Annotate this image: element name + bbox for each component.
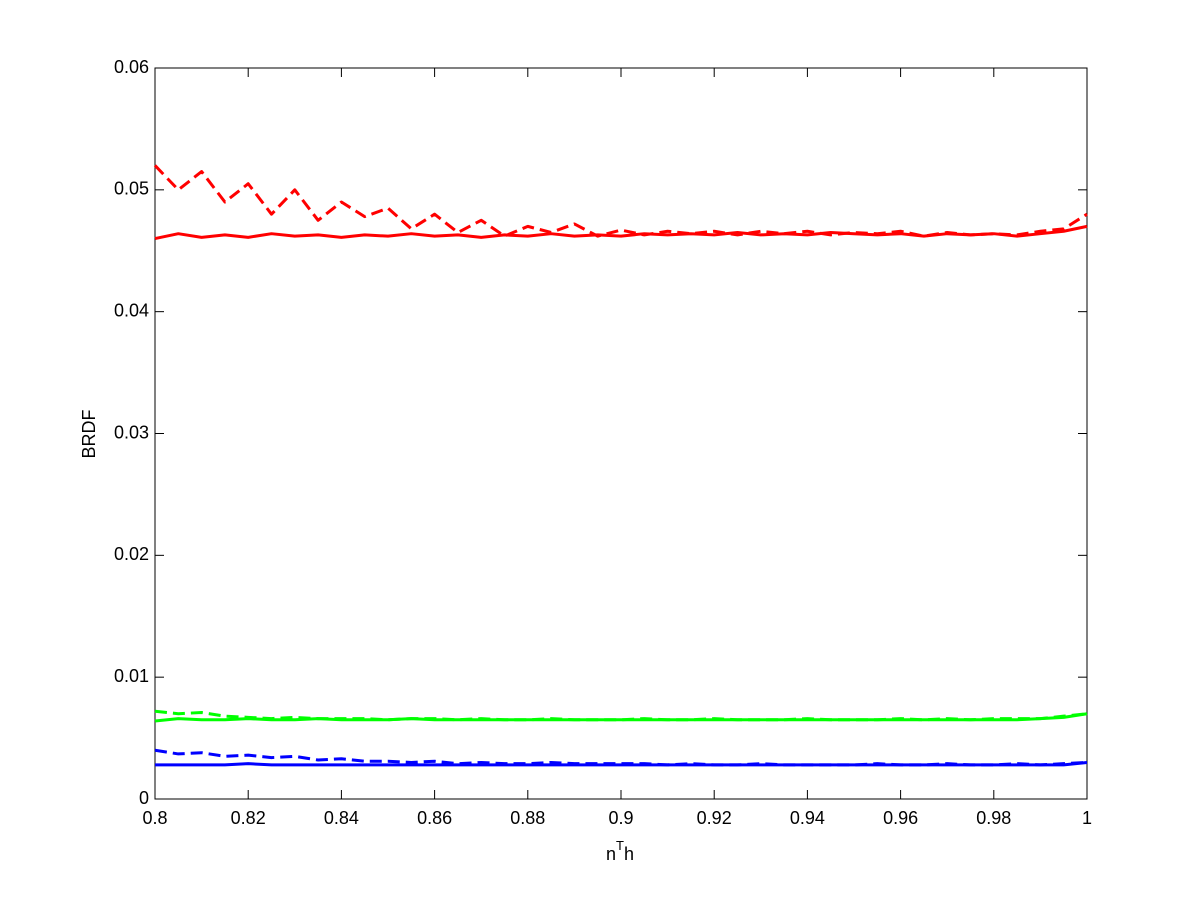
series-line	[154, 748, 1088, 767]
x-label-sup: T	[616, 838, 624, 853]
x-tick-label: 0.82	[231, 808, 266, 828]
series-line	[154, 709, 1088, 722]
x-tick-label: 0.86	[417, 808, 452, 828]
y-tick-label: 0.03	[114, 422, 149, 442]
x-tick-label: 1	[1082, 808, 1092, 828]
y-axis-label: BRDF	[79, 409, 99, 458]
y-tick-label: 0.01	[114, 666, 149, 686]
x-tick-label: 0.94	[790, 808, 825, 828]
x-label-base: n	[606, 844, 616, 864]
y-tick-label: 0.05	[114, 179, 149, 199]
series-line	[153, 164, 1088, 238]
y-tick-label: 0	[139, 788, 149, 808]
x-axis-label: nTh	[606, 838, 634, 863]
x-tick-label: 0.8	[142, 808, 167, 828]
x-tick-label: 0.92	[697, 808, 732, 828]
y-tick-label: 0.02	[114, 544, 149, 564]
x-tick-label: 0.96	[883, 808, 918, 828]
x-label-rest: h	[624, 844, 634, 864]
x-tick-label: 0.88	[510, 808, 545, 828]
x-tick-label: 0.9	[608, 808, 633, 828]
y-tick-label: 0.04	[114, 300, 149, 320]
y-tick-label: 0.06	[114, 57, 149, 77]
x-tick-label: 0.84	[324, 808, 359, 828]
x-tick-label: 0.98	[976, 808, 1011, 828]
plot-area	[154, 67, 1088, 800]
